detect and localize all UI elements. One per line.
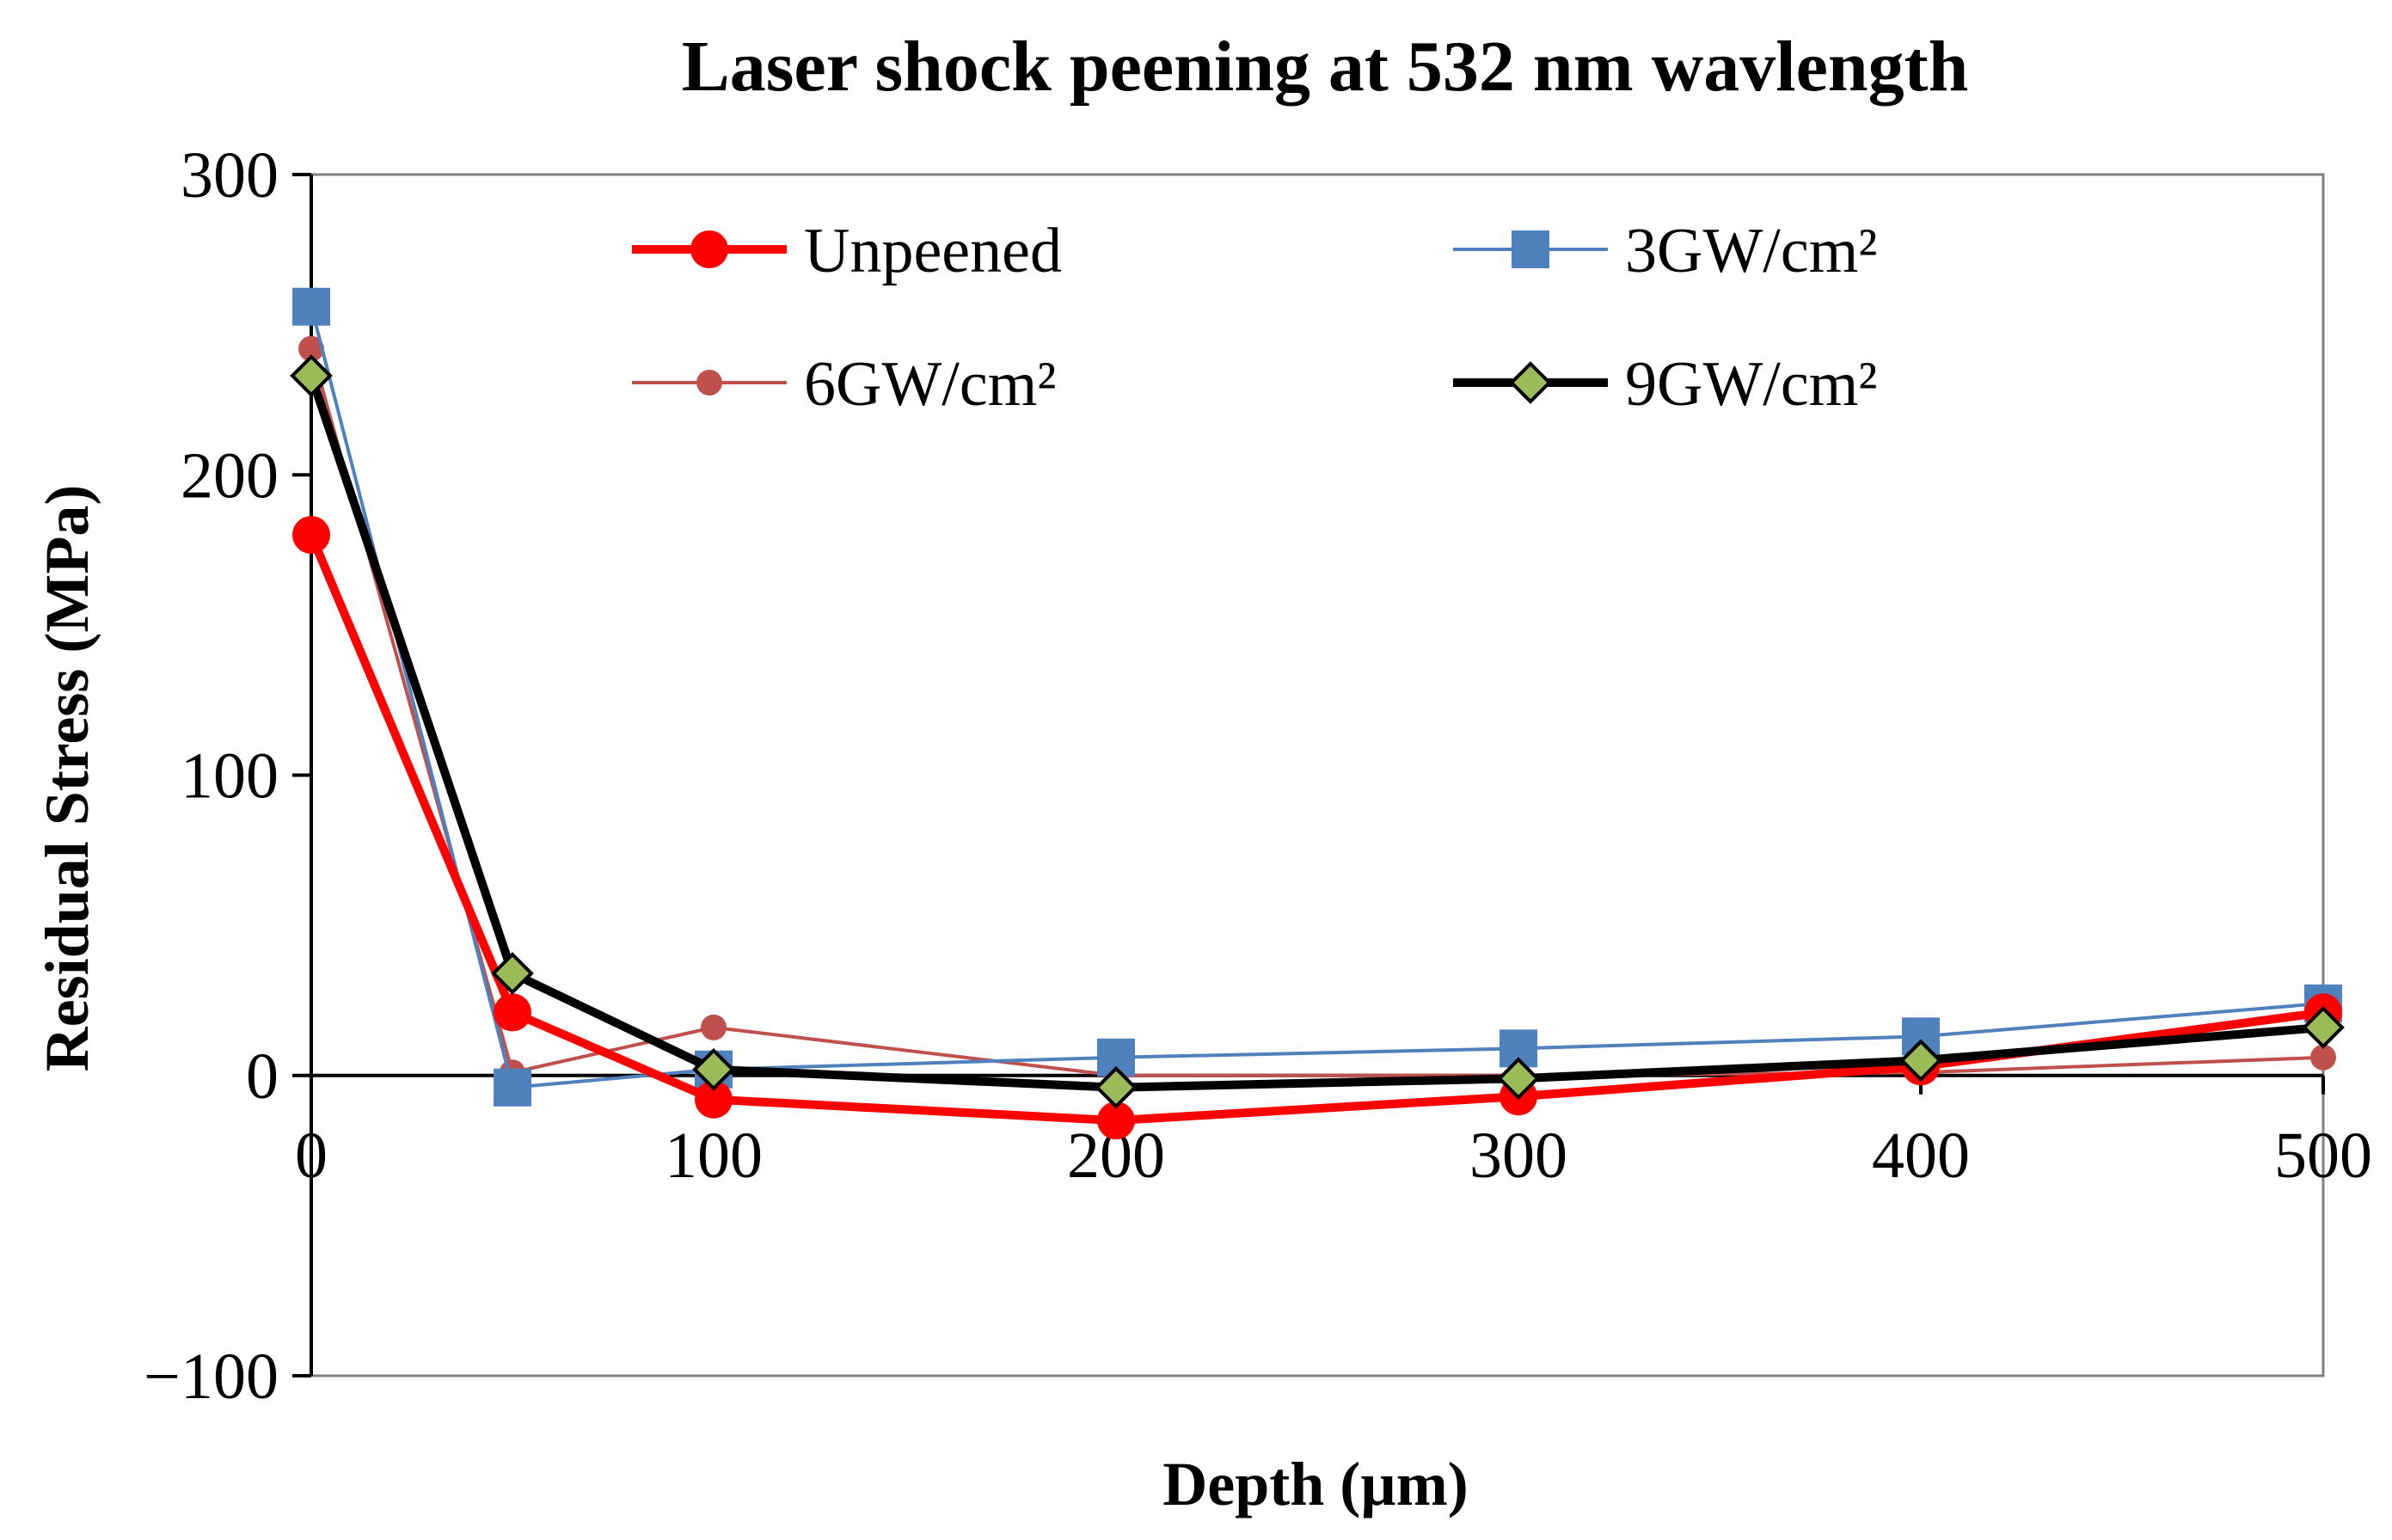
legend-swatch-marker: [1512, 230, 1549, 268]
data-point: [2302, 1006, 2345, 1049]
series-layer: [290, 287, 2345, 1140]
x-axis-title: Depth (µm): [1162, 1450, 1468, 1519]
x-axis: 0 100 200 300 400 500: [295, 1073, 2372, 1192]
legend-label: Unpeened: [804, 216, 1062, 286]
data-point: [1097, 1101, 1135, 1140]
legend-item: 3GW/cm²: [1453, 216, 1877, 286]
data-point: [292, 516, 330, 555]
series-3: [290, 354, 2345, 1109]
legend-item: Unpeened: [632, 216, 1062, 286]
legend-item: 9GW/cm²: [1453, 349, 1877, 420]
y-tick-label: 100: [181, 740, 279, 813]
x-tick-label: 300: [1469, 1120, 1567, 1192]
data-point: [2310, 1044, 2336, 1071]
legend-swatch-marker: [690, 230, 728, 268]
y-tick-label: 200: [181, 439, 279, 512]
data-point: [701, 1014, 727, 1040]
data-point: [290, 354, 333, 397]
data-point: [695, 1080, 733, 1119]
data-point: [494, 1068, 531, 1107]
y-axis: 300 200 100 0 −100: [144, 139, 313, 1413]
legend: Unpeened 3GW/cm² 6GW/cm² 9GW/cm²: [632, 216, 1877, 420]
legend-label: 9GW/cm²: [1625, 349, 1877, 420]
data-point: [692, 1047, 735, 1091]
data-point: [1095, 1065, 1138, 1109]
y-tick-label: 0: [246, 1040, 279, 1113]
x-tick-label: 400: [1872, 1120, 1970, 1192]
y-tick-label: −100: [144, 1341, 279, 1413]
data-point: [1899, 1039, 1942, 1083]
legend-label: 3GW/cm²: [1625, 216, 1877, 286]
data-point: [298, 335, 324, 362]
x-tick-label: 500: [2274, 1120, 2372, 1192]
data-point: [1497, 1057, 1540, 1101]
data-point: [494, 993, 531, 1032]
legend-swatch-marker: [696, 370, 722, 396]
chart-title: Laser shock peening at 532 nm wavlength: [682, 27, 1969, 107]
data-point: [292, 287, 330, 326]
plot-area: [310, 173, 2325, 1377]
y-axis-title: Residual Stress (MPa): [33, 485, 101, 1072]
y-tick-label: 300: [181, 139, 279, 212]
legend-swatch-marker: [1509, 361, 1552, 404]
x-tick-label: 0: [295, 1120, 328, 1192]
legend-label: 6GW/cm²: [804, 349, 1056, 420]
data-point: [491, 952, 534, 995]
legend-item: 6GW/cm²: [632, 349, 1056, 420]
x-tick-label: 100: [665, 1120, 763, 1192]
